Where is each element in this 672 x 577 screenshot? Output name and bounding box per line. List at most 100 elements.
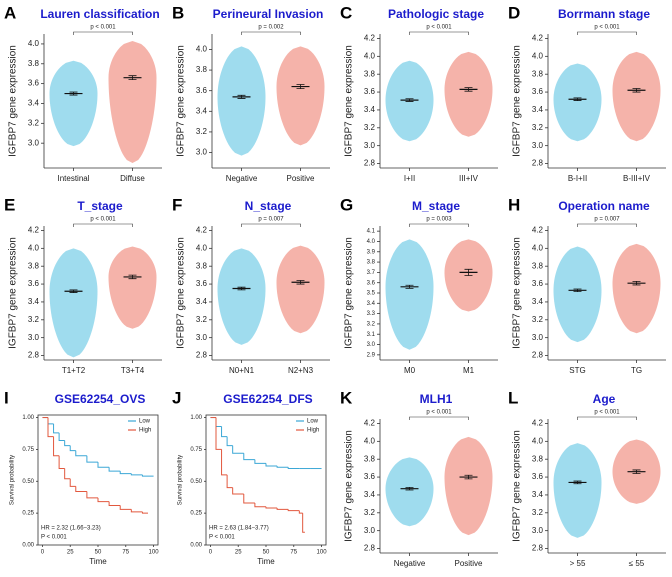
- x-tick-label: ≤ 55: [629, 559, 645, 568]
- y-tick-label: 3.6: [364, 472, 376, 481]
- violin: [553, 246, 602, 343]
- panel-title: Age: [593, 392, 616, 406]
- significance-bracket: [409, 31, 469, 35]
- y-tick-label: 4.0: [364, 51, 376, 60]
- y-tick-label: 3.8: [196, 261, 208, 270]
- x-tick-label: B-III+IV: [623, 174, 651, 183]
- survival-step: [53, 423, 60, 434]
- p-value: p = 0.007: [258, 217, 284, 223]
- y-tick-label: 3.2: [196, 127, 208, 136]
- x-tick-label: Intestinal: [57, 174, 89, 183]
- legend-label: High: [139, 428, 151, 434]
- x-tick-label: Negative: [226, 174, 258, 183]
- survival-step: [86, 491, 98, 499]
- y-tick-label: 3.6: [28, 79, 40, 88]
- legend-label: High: [307, 428, 319, 434]
- x-axis-label: Time: [89, 557, 107, 566]
- survival-step: [265, 506, 278, 509]
- x-tick-label: 100: [149, 550, 160, 556]
- y-tick-label: 3.0: [28, 333, 40, 342]
- y-tick-label: 3.1: [367, 332, 376, 338]
- y-tick-label: 0.25: [22, 511, 34, 517]
- survival-step: [302, 513, 305, 533]
- survival-step: [47, 417, 54, 438]
- y-tick-label: 3.4: [196, 297, 208, 306]
- y-tick-label: 1.00: [190, 415, 202, 421]
- significance-bracket: [577, 223, 637, 227]
- panel-letter: B: [172, 3, 184, 22]
- y-tick-label: 0.25: [190, 511, 202, 517]
- y-tick-label: 2.8: [532, 351, 544, 360]
- survival-step: [97, 462, 110, 468]
- y-tick-label: 2.8: [28, 351, 40, 360]
- annotation: HR = 2.63 (1.84−3.77): [209, 526, 269, 532]
- y-tick-label: 4.0: [532, 51, 544, 60]
- y-tick-label: 4.0: [532, 243, 544, 252]
- y-tick-label: 3.2: [532, 508, 544, 517]
- x-tick-label: 75: [122, 550, 129, 556]
- violin: [444, 51, 493, 137]
- survival-step: [141, 511, 148, 514]
- panel-letter: D: [508, 3, 520, 22]
- x-tick-label: TG: [631, 366, 642, 375]
- significance-bracket: [241, 223, 301, 227]
- y-tick-label: 3.2: [364, 123, 376, 132]
- x-tick-label: Negative: [394, 559, 426, 568]
- y-tick-label: 4.0: [532, 436, 544, 445]
- y-tick-label: 3.4: [364, 490, 376, 499]
- y-tick-label: 3.8: [364, 454, 376, 463]
- y-tick-label: 3.8: [532, 261, 544, 270]
- annotation: P < 0.001: [209, 535, 235, 541]
- survival-step: [53, 436, 60, 457]
- panel-letter: A: [4, 3, 16, 22]
- panel-title: Borrmann stage: [558, 7, 650, 21]
- y-tick-label: 3.0: [196, 148, 208, 157]
- panel-title: Pathologic stage: [388, 7, 484, 21]
- survival-step: [287, 509, 300, 512]
- y-tick-label: 0.50: [22, 479, 34, 485]
- violin: [217, 46, 266, 156]
- y-tick-label: 2.8: [364, 159, 376, 168]
- significance-bracket: [241, 31, 301, 35]
- y-tick-label: 0.75: [22, 447, 34, 453]
- violin: [276, 245, 325, 334]
- y-tick-label: 3.0: [196, 333, 208, 342]
- panel-title: T_stage: [77, 199, 123, 213]
- survival-step: [276, 508, 289, 510]
- y-axis-label: IGFBP7 gene expression: [512, 430, 523, 542]
- violin: [553, 443, 602, 538]
- y-tick-label: 3.6: [196, 279, 208, 288]
- y-tick-label: 4.0: [28, 243, 40, 252]
- x-tick-label: 25: [67, 550, 74, 556]
- survival-step: [298, 510, 303, 514]
- y-axis-label: IGFBP7 gene expression: [176, 237, 187, 349]
- y-axis-label: IGFBP7 gene expression: [344, 430, 355, 542]
- annotation: P < 0.001: [41, 535, 67, 541]
- y-tick-label: 3.8: [532, 454, 544, 463]
- y-tick-label: 4.2: [364, 419, 376, 428]
- violin: [108, 40, 157, 164]
- y-tick-label: 3.8: [364, 69, 376, 78]
- y-tick-label: 3.2: [364, 508, 376, 517]
- y-tick-label: 3.4: [28, 297, 40, 306]
- p-value: p = 0.003: [426, 217, 452, 223]
- survival-step: [254, 459, 266, 464]
- y-tick-label: 2.8: [532, 544, 544, 553]
- y-tick-label: 3.8: [532, 69, 544, 78]
- survival-step: [232, 487, 244, 495]
- y-tick-label: 2.8: [364, 544, 376, 553]
- legend-label: Low: [307, 419, 319, 425]
- violin: [385, 457, 434, 527]
- significance-bracket: [577, 31, 637, 35]
- panel-letter: L: [508, 388, 518, 407]
- y-tick-label: 4.2: [532, 226, 544, 235]
- survival-step: [97, 497, 110, 503]
- p-value: p < 0.001: [426, 410, 452, 416]
- survival-step: [226, 436, 233, 447]
- survival-step: [64, 468, 71, 480]
- p-value: p < 0.001: [594, 25, 620, 31]
- x-tick-label: Positive: [286, 174, 315, 183]
- x-tick-label: STG: [569, 366, 585, 375]
- survival-step: [130, 473, 143, 476]
- survival-step: [119, 505, 132, 510]
